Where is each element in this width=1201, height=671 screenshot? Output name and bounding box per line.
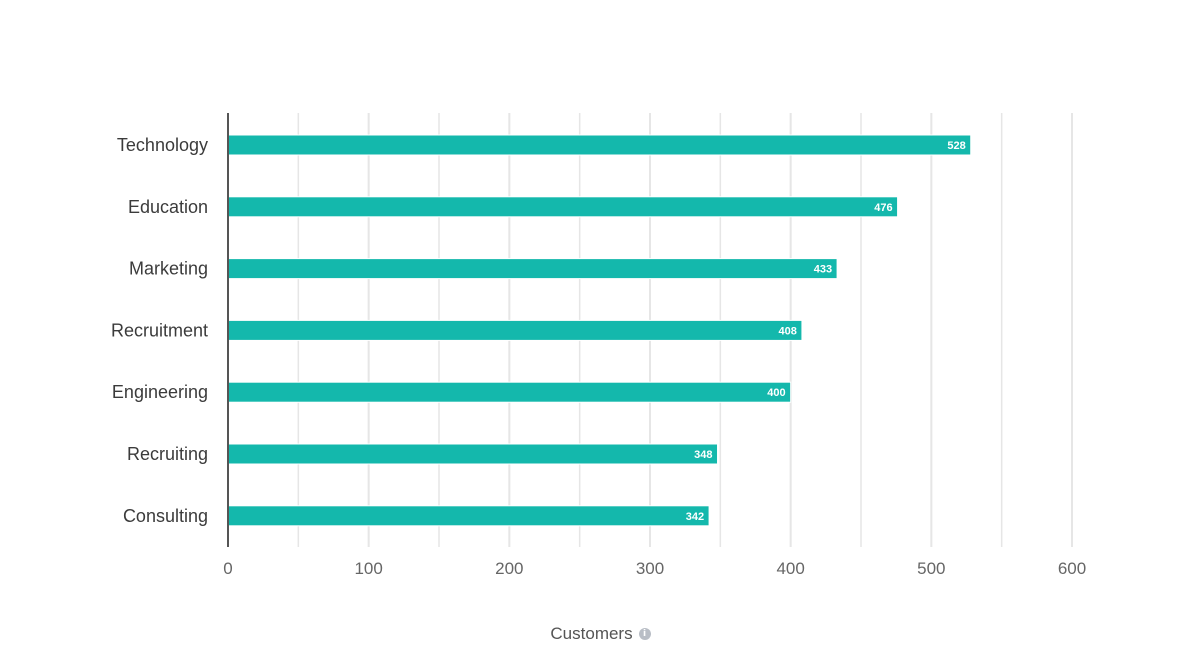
category-label: Consulting (123, 506, 208, 526)
data-label: 433 (814, 264, 832, 276)
bar-recruiting[interactable] (227, 443, 719, 465)
x-tick-label: 500 (917, 559, 945, 578)
bar-education[interactable] (227, 196, 899, 218)
x-tick-label: 600 (1058, 559, 1086, 578)
x-tick-label: 200 (495, 559, 523, 578)
data-label: 528 (947, 140, 965, 152)
category-label: Recruiting (127, 444, 208, 464)
x-axis-title-text: Customers (550, 624, 633, 643)
bar-recruitment[interactable] (227, 319, 803, 341)
info-icon[interactable]: i (638, 627, 651, 640)
x-axis-title: Customers i (0, 624, 1201, 644)
category-label: Education (128, 197, 208, 217)
category-label: Engineering (112, 382, 208, 402)
data-label: 408 (779, 325, 797, 337)
category-label: Marketing (129, 259, 208, 279)
data-label: 400 (767, 387, 785, 399)
x-tick-label: 100 (354, 559, 382, 578)
bar-technology[interactable] (227, 134, 972, 156)
data-label: 348 (694, 449, 712, 461)
data-label: 342 (686, 511, 704, 523)
bar-engineering[interactable] (227, 381, 792, 403)
x-tick-label: 300 (636, 559, 664, 578)
category-label: Technology (117, 135, 208, 155)
category-label: Recruitment (111, 320, 208, 340)
bar-consulting[interactable] (227, 505, 710, 527)
x-tick-label: 0 (223, 559, 232, 578)
x-tick-label: 400 (776, 559, 804, 578)
bar-marketing[interactable] (227, 258, 838, 280)
data-label: 476 (874, 202, 892, 214)
